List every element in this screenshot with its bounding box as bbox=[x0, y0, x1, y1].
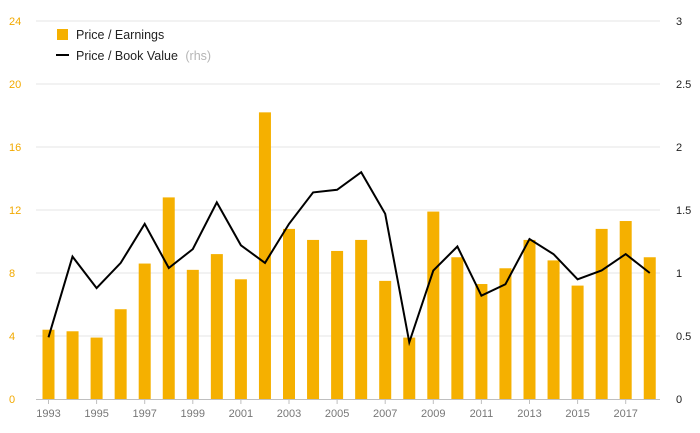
pe-bar bbox=[619, 221, 632, 399]
y-right-tick-label: 0.5 bbox=[676, 331, 691, 343]
pe-bar bbox=[138, 263, 151, 399]
y-right-tick-label: 0 bbox=[676, 394, 682, 406]
pe-bar bbox=[547, 260, 560, 399]
x-tick-label: 2009 bbox=[421, 408, 445, 420]
x-tick-label: 2001 bbox=[229, 408, 253, 420]
x-tick-label: 1993 bbox=[36, 408, 60, 420]
y-left-tick-label: 16 bbox=[9, 142, 21, 154]
pe-bar bbox=[427, 211, 440, 399]
pe-bar bbox=[210, 254, 223, 399]
x-tick-label: 2005 bbox=[325, 408, 349, 420]
y-right-tick-label: 1 bbox=[676, 268, 682, 280]
pe-bar bbox=[571, 285, 584, 399]
pe-bar bbox=[331, 250, 344, 399]
x-tick-label: 1997 bbox=[132, 408, 156, 420]
legend: Price / Earnings Price / Book Value (rhs… bbox=[56, 28, 211, 63]
x-tick-label: 2015 bbox=[565, 408, 589, 420]
pe-bar bbox=[90, 337, 103, 399]
legend-label-pe: Price / Earnings bbox=[76, 28, 164, 42]
pe-bar bbox=[307, 239, 320, 399]
y-right-tick-label: 2.5 bbox=[676, 79, 691, 91]
x-tick-label: 2003 bbox=[277, 408, 301, 420]
legend-label-pb-group: Price / Book Value (rhs) bbox=[76, 49, 211, 63]
pe-bar bbox=[258, 112, 271, 399]
x-tick-label: 1995 bbox=[84, 408, 108, 420]
pe-bar bbox=[114, 309, 127, 399]
pe-bar bbox=[595, 228, 608, 399]
pe-bar bbox=[66, 331, 79, 399]
pe-bar bbox=[162, 197, 175, 399]
x-tick-label: 2013 bbox=[517, 408, 541, 420]
pb-line-group bbox=[47, 170, 651, 347]
pe-bar bbox=[42, 329, 55, 399]
y-right-tick-label: 1.5 bbox=[676, 205, 691, 217]
pe-bar bbox=[283, 228, 295, 399]
x-tick-label: 2011 bbox=[470, 408, 494, 420]
y-left-tick-label: 20 bbox=[9, 79, 21, 91]
x-tick-label: 2007 bbox=[373, 408, 397, 420]
x-tick-label: 2017 bbox=[613, 408, 637, 420]
y-left-tick-label: 12 bbox=[9, 205, 21, 217]
pe-bar bbox=[475, 284, 488, 399]
y-left-tick-label: 0 bbox=[9, 394, 15, 406]
pb-line bbox=[47, 170, 651, 347]
pe-bar bbox=[379, 280, 392, 399]
y-left-tick-label: 24 bbox=[9, 16, 21, 28]
y-left-tick-label: 8 bbox=[9, 268, 15, 280]
legend-label-pb-note: (rhs) bbox=[185, 49, 211, 63]
pe-bar bbox=[355, 239, 368, 399]
x-tick-label: 1999 bbox=[181, 408, 205, 420]
pe-bar bbox=[186, 269, 199, 399]
pe-bar bbox=[499, 268, 512, 399]
y-right-tick-label: 2 bbox=[676, 142, 682, 154]
legend-label-pb: Price / Book Value bbox=[76, 49, 178, 63]
legend-swatch-pe bbox=[57, 29, 68, 40]
pe-bars bbox=[42, 112, 656, 399]
pe-bar bbox=[523, 239, 536, 399]
gridlines bbox=[36, 20, 660, 337]
pe-bar bbox=[234, 279, 247, 399]
y-right-tick-label: 3 bbox=[676, 16, 682, 28]
pe-bar bbox=[451, 257, 464, 399]
y-left-tick-label: 4 bbox=[9, 331, 15, 343]
pe-bar bbox=[403, 337, 416, 399]
pe-bar bbox=[643, 257, 656, 399]
axes: 0 4 8 12 16 20 24 0 0.5 1 1.5 2 2.5 3 1993 1995 1997 1999… bbox=[9, 16, 691, 420]
